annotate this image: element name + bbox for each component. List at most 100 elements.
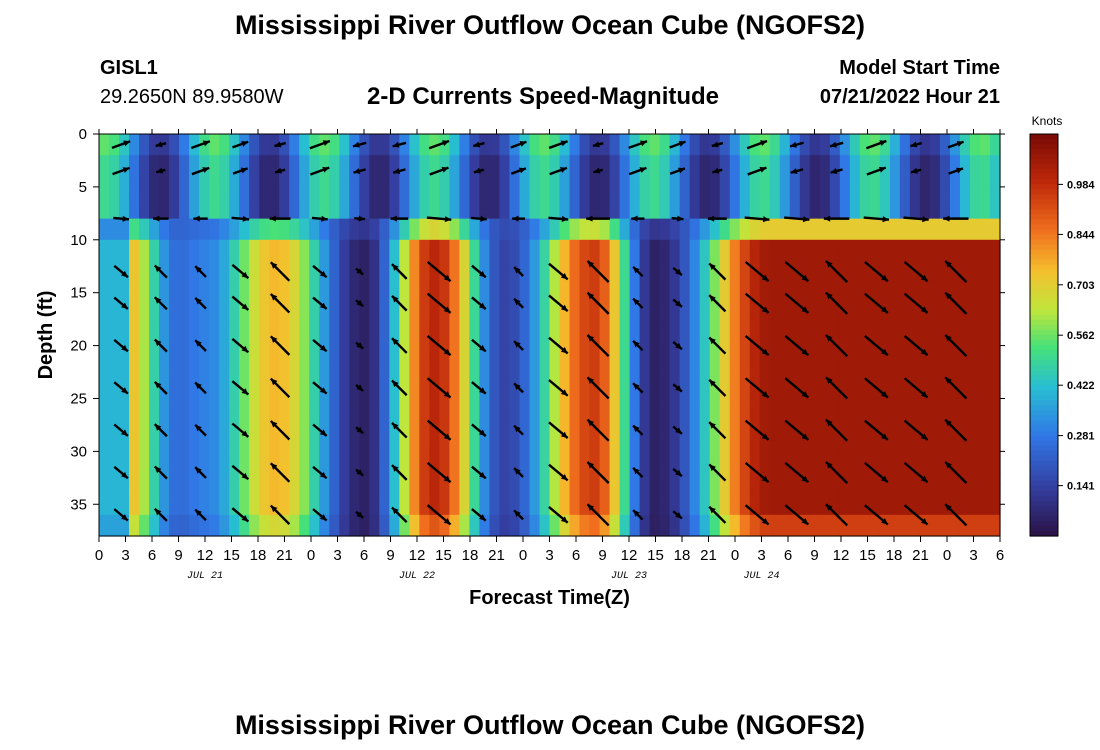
heatmap-cell <box>439 144 450 156</box>
heatmap-cell <box>309 345 320 357</box>
heatmap-cell <box>679 366 691 378</box>
heatmap-cell <box>729 144 741 156</box>
heatmap-cell <box>669 356 681 368</box>
heatmap-cell <box>279 493 290 505</box>
current-vector <box>632 297 644 309</box>
heatmap-cell <box>149 197 160 209</box>
heatmap-cell <box>609 387 621 400</box>
vector-head <box>391 338 399 345</box>
heatmap-cell <box>889 525 901 537</box>
heatmap-cell <box>499 282 511 294</box>
heatmap-cell <box>799 144 811 156</box>
heatmap-cell <box>959 419 971 431</box>
heatmap-cell <box>509 514 521 527</box>
heatmap-cell <box>129 313 140 326</box>
vector-head <box>270 420 278 428</box>
heatmap-cell <box>909 493 921 505</box>
heatmap-cell <box>119 271 130 283</box>
vector-head <box>195 266 202 273</box>
heatmap-cell <box>519 239 531 251</box>
heatmap-cell <box>399 134 410 146</box>
heatmap-cell <box>739 483 751 495</box>
heatmap-cell <box>819 398 831 410</box>
heatmap-cell <box>669 483 681 495</box>
heatmap-cell <box>869 313 881 326</box>
heatmap-cell <box>839 409 851 421</box>
heatmap-cell <box>879 165 891 177</box>
heatmap-cell <box>229 398 240 410</box>
heatmap-cell <box>919 451 931 463</box>
heatmap-cell <box>199 260 210 273</box>
heatmap-cell <box>759 260 771 273</box>
heatmap-cell <box>489 134 501 146</box>
heatmap-cell <box>199 440 210 452</box>
heatmap-cell <box>839 165 851 177</box>
heatmap-cell <box>329 282 340 294</box>
heatmap-cell <box>819 493 831 505</box>
heatmap-cell <box>239 504 250 516</box>
heatmap-cell <box>209 387 220 400</box>
heatmap-cell <box>369 229 380 241</box>
heatmap-cell <box>519 472 531 484</box>
heatmap-cell <box>979 260 991 273</box>
heatmap-cell <box>229 409 240 421</box>
heatmap-cell <box>809 271 821 283</box>
heatmap-cell <box>779 451 791 463</box>
heatmap-cell <box>829 461 841 474</box>
heatmap-cell <box>299 493 310 505</box>
heatmap-cell <box>459 430 471 442</box>
heatmap-cell <box>779 208 791 220</box>
heatmap-cell <box>989 451 1001 463</box>
heatmap-cell <box>679 419 691 431</box>
vector-head <box>443 306 451 313</box>
heatmap-cell <box>519 303 531 315</box>
heatmap-cell <box>749 419 761 431</box>
heatmap-cell <box>749 292 761 304</box>
vector-head <box>677 215 684 222</box>
heatmap-cell <box>499 292 511 304</box>
heatmap-cell <box>619 250 631 262</box>
heatmap-cell <box>979 461 991 474</box>
vector-head <box>321 215 328 222</box>
heatmap-cell <box>369 398 380 410</box>
heatmap-cell <box>689 313 701 326</box>
heatmap-cell <box>819 335 831 347</box>
heatmap-cell <box>989 483 1001 495</box>
heatmap-cell <box>659 525 671 537</box>
heatmap-cell <box>659 197 671 209</box>
heatmap-cell <box>599 366 611 378</box>
vector-head <box>945 419 952 427</box>
heatmap-cell <box>379 176 390 188</box>
heatmap-cell <box>849 387 861 400</box>
heatmap-cell <box>589 493 601 505</box>
heatmap-cell <box>489 514 501 527</box>
heatmap-cell <box>599 229 611 241</box>
heatmap-cell <box>109 356 120 368</box>
heatmap-cell <box>509 239 521 251</box>
heatmap-cell <box>569 472 581 484</box>
heatmap-cell <box>639 419 651 431</box>
current-vector <box>707 215 727 222</box>
heatmap-cell <box>199 377 210 389</box>
current-vector <box>586 260 610 283</box>
colorbar-segment <box>1030 219 1058 226</box>
heatmap-cell <box>939 504 951 516</box>
heatmap-cell <box>789 472 801 484</box>
heatmap-cell <box>229 134 240 146</box>
heatmap-cell <box>249 356 260 368</box>
heatmap-cell <box>469 430 481 442</box>
heatmap-cell <box>369 409 380 421</box>
vector-head <box>709 295 716 302</box>
heatmap-cell <box>639 387 651 400</box>
heatmap-cell <box>949 366 961 378</box>
heatmap-cell <box>449 303 460 315</box>
heatmap-cell <box>309 271 320 283</box>
colorbar-tick-label: 0.141 <box>1067 481 1095 493</box>
heatmap-cell <box>469 229 481 241</box>
heatmap-cell <box>579 208 591 220</box>
heatmap-cell <box>709 514 721 527</box>
heatmap-cell <box>729 377 741 389</box>
heatmap-cell <box>359 229 370 241</box>
heatmap-cell <box>279 409 290 421</box>
heatmap-cell <box>369 134 380 146</box>
